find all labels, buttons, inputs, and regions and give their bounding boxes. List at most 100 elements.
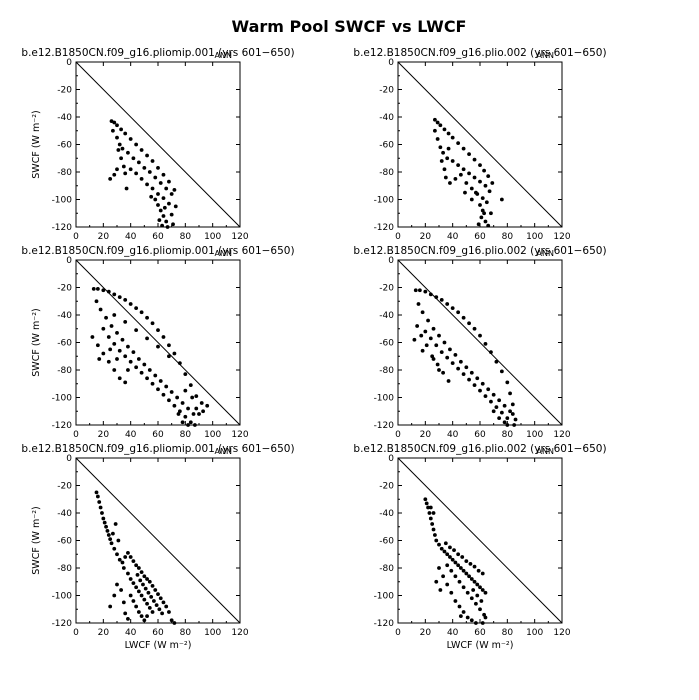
data-point <box>433 117 437 122</box>
data-point <box>165 225 170 229</box>
data-point <box>138 578 143 583</box>
y-tick-label: -20 <box>57 482 72 492</box>
x-tick-label: 100 <box>204 430 221 440</box>
data-point <box>480 196 485 201</box>
data-point <box>136 589 141 594</box>
data-point <box>150 321 155 326</box>
data-point <box>191 412 196 416</box>
data-point <box>461 585 466 590</box>
data-point <box>156 592 160 597</box>
data-point <box>145 577 149 581</box>
y-tick-label: 0 <box>388 256 394 266</box>
y-tick-label: -60 <box>57 537 72 547</box>
data-point <box>160 223 165 228</box>
figure-title: Warm Pool SWCF vs LWCF <box>232 17 467 36</box>
data-point <box>169 390 174 394</box>
y-tick-label: -80 <box>57 366 72 376</box>
data-point <box>183 372 188 377</box>
y-tick-label: -80 <box>379 366 394 376</box>
data-point <box>510 412 515 416</box>
data-point <box>478 388 482 393</box>
data-point <box>446 131 451 136</box>
data-point <box>415 324 420 328</box>
data-point <box>150 583 155 588</box>
data-point <box>95 343 100 348</box>
data-point <box>505 423 510 427</box>
data-point <box>134 306 139 311</box>
data-point <box>478 585 482 590</box>
data-point <box>119 156 123 161</box>
data-point <box>134 142 139 147</box>
y-tick-label: 0 <box>388 58 394 68</box>
data-point <box>452 548 456 553</box>
data-point <box>494 405 499 410</box>
x-tick-label: 100 <box>526 628 543 638</box>
data-point <box>505 380 510 385</box>
data-point <box>120 146 125 151</box>
x-tick-label: 40 <box>125 628 137 638</box>
data-point <box>483 219 488 224</box>
data-point <box>123 354 128 359</box>
panel-title: b.e12.B1850CN.f09_g16.plio.002 (yrs 601−… <box>353 47 606 59</box>
data-point <box>161 172 166 177</box>
x-tick-label: 100 <box>204 232 221 242</box>
y-tick-label: -100 <box>374 394 395 404</box>
data-point <box>434 538 439 543</box>
y-tick-label: 0 <box>66 454 72 464</box>
data-point <box>109 324 114 328</box>
data-point <box>412 337 417 342</box>
x-tick-label: 120 <box>553 628 570 638</box>
data-point <box>112 292 117 297</box>
data-point <box>461 167 466 172</box>
data-point <box>478 607 482 612</box>
data-point <box>173 204 178 209</box>
data-point <box>108 176 113 181</box>
data-point <box>101 516 106 521</box>
one-to-one-line <box>75 457 241 624</box>
data-point <box>149 194 154 199</box>
x-tick-label: 120 <box>231 430 248 440</box>
data-point <box>467 377 471 382</box>
data-point <box>136 357 141 361</box>
data-point <box>449 568 454 573</box>
data-point <box>97 500 102 504</box>
data-point <box>150 159 155 163</box>
y-tick-label: -40 <box>57 509 72 519</box>
data-point <box>430 522 435 526</box>
y-tick-label: -20 <box>379 284 394 294</box>
data-point <box>461 610 466 614</box>
y-tick-label: -120 <box>374 619 395 629</box>
data-point <box>428 505 433 510</box>
y-tick-label: -100 <box>52 196 73 206</box>
data-point <box>161 214 166 218</box>
data-point <box>123 319 128 324</box>
data-point <box>456 366 461 371</box>
data-point <box>433 533 437 537</box>
data-point <box>199 401 204 405</box>
one-to-one-line <box>397 61 563 228</box>
data-point <box>176 412 181 416</box>
data-point <box>113 522 118 526</box>
data-point <box>134 585 139 590</box>
data-point <box>423 289 428 294</box>
data-point <box>145 336 149 341</box>
data-point <box>413 288 418 293</box>
data-point <box>450 306 455 311</box>
data-point <box>194 394 199 399</box>
data-point <box>142 362 147 367</box>
scatter-panel-5: b.e12.B1850CN.f09_g16.pliomip.001 (yrs 6… <box>21 443 294 651</box>
data-point <box>445 302 450 306</box>
data-point <box>478 203 482 207</box>
data-point <box>494 359 499 364</box>
data-point <box>115 123 119 128</box>
y-tick-label: -60 <box>57 141 72 151</box>
data-point <box>98 505 103 510</box>
data-point <box>112 593 117 598</box>
one-to-one-line <box>397 457 563 624</box>
season-label: ANN <box>537 249 554 258</box>
data-point <box>112 368 117 372</box>
data-point <box>134 365 139 370</box>
data-point <box>157 607 162 612</box>
y-tick-label: -120 <box>374 223 395 233</box>
y-tick-label: 0 <box>66 58 72 68</box>
